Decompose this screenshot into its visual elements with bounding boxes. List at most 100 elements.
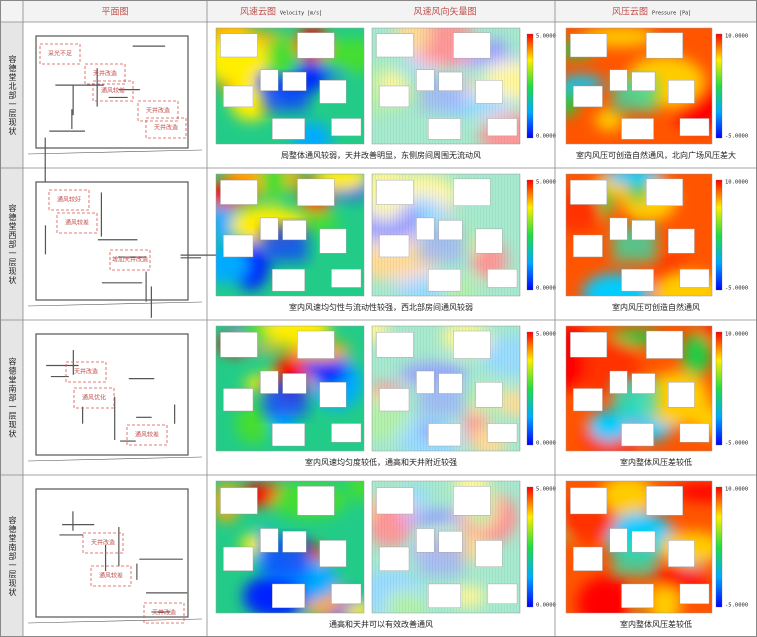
annotation: 天井改造 (74, 368, 98, 376)
scale-min: 0.0000 (536, 603, 556, 609)
annotation-box (137, 100, 179, 122)
building (475, 540, 503, 568)
header-pressure: 风压云图 (612, 7, 648, 18)
building (379, 546, 410, 571)
header-plan: 平面图 (101, 7, 128, 18)
blob (342, 601, 364, 613)
building (609, 69, 628, 91)
map-frame (215, 480, 365, 614)
building (487, 118, 518, 137)
building (646, 178, 683, 206)
wall (35, 181, 189, 301)
annotation-box (82, 532, 124, 554)
blob (647, 567, 710, 589)
annotation-box (143, 602, 185, 624)
annotation: 采光不足 (48, 50, 72, 58)
annotation-box (92, 80, 134, 102)
wall (27, 149, 203, 155)
map-frame (371, 27, 521, 145)
blob (649, 580, 681, 613)
label-col-bg (1, 22, 23, 636)
annotation: 通风优化 (82, 394, 106, 402)
annotation: 通风较差 (65, 219, 89, 227)
building (668, 382, 695, 408)
blob (259, 174, 288, 201)
building (416, 528, 435, 553)
wall (27, 618, 203, 624)
annotation-box (84, 63, 126, 85)
building (573, 234, 603, 258)
building (679, 583, 710, 604)
pressure-map (566, 326, 712, 451)
building (573, 546, 603, 571)
annotation: 增加天井改造 (112, 256, 148, 264)
wall (27, 456, 203, 462)
building (331, 583, 362, 604)
building (487, 583, 518, 604)
scale-min: -5.0000 (725, 286, 748, 292)
velocity-map (216, 326, 364, 451)
row-label: 容德堂西部一层现状 (8, 203, 17, 285)
building (223, 234, 254, 258)
velocity-caption: 室内风速均匀性与流动性较强，西北部房间通风较弱 (289, 302, 473, 312)
building (573, 85, 603, 108)
building (438, 530, 463, 553)
blob (588, 409, 630, 442)
velocity-map (372, 481, 520, 613)
map-frame (215, 27, 365, 145)
building (272, 268, 305, 292)
blob (348, 481, 364, 503)
header-bg (1, 1, 756, 22)
pressure-map (566, 28, 712, 144)
building (631, 220, 656, 241)
annotation: 通风较差 (99, 572, 123, 580)
building (223, 388, 254, 412)
plan-walls (27, 35, 203, 182)
building (376, 487, 414, 515)
building (570, 332, 608, 358)
building (438, 220, 463, 241)
building (282, 220, 307, 241)
scale-min: -5.0000 (725, 603, 748, 609)
annotation-box (65, 361, 107, 383)
pressure-caption: 室内风压可创造自然通风 (612, 302, 700, 312)
building (428, 268, 461, 292)
building (570, 33, 608, 58)
wall (27, 301, 203, 307)
blob (216, 200, 237, 243)
building (570, 487, 608, 515)
building (453, 178, 491, 206)
scale-max: 10.0000 (725, 487, 748, 493)
map-frame (565, 325, 713, 452)
annotation-box (56, 212, 98, 234)
building (570, 179, 608, 205)
scale-min: 0.0000 (536, 286, 556, 292)
building (573, 388, 603, 412)
header-pressure-unit: Pressure [Pa] (652, 11, 691, 17)
scale-min: 0.0000 (536, 441, 556, 447)
building (475, 382, 503, 408)
building (609, 528, 628, 553)
building (379, 85, 410, 108)
velocity-map (372, 28, 520, 144)
building (220, 33, 258, 58)
annotation-box (145, 117, 187, 139)
building (679, 118, 710, 137)
scale-max: 10.0000 (725, 180, 748, 186)
pressure-map (566, 174, 712, 296)
velocity-map (216, 28, 364, 144)
pressure-caption: 室内整体风压差较低 (620, 457, 692, 467)
scale-max: 10.0000 (725, 34, 748, 40)
pressure-caption: 室内风压可创造自然通风，北向广场风压差大 (576, 150, 736, 160)
blob (235, 403, 271, 444)
building (416, 217, 435, 241)
building (272, 118, 305, 140)
building (631, 373, 656, 394)
building (331, 423, 362, 443)
building (621, 583, 654, 608)
building (297, 178, 335, 206)
map-frame (371, 173, 521, 297)
building (220, 332, 258, 358)
building (646, 330, 683, 359)
building (475, 228, 503, 254)
